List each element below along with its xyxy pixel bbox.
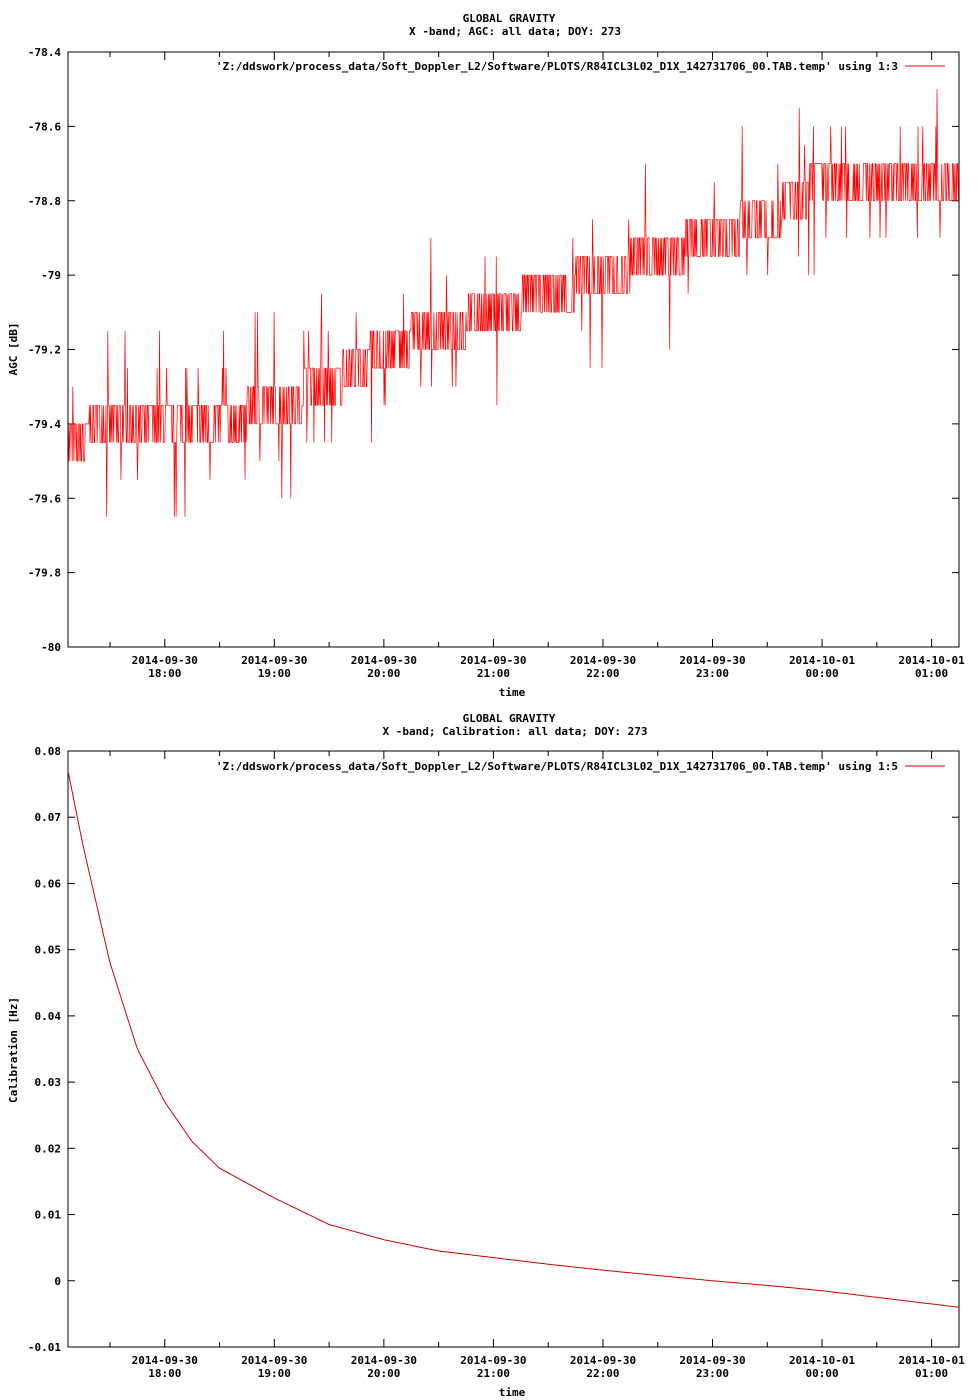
calibration-plot-frame (67, 750, 960, 1348)
calibration-x-tick-date: 2014-09-30 (351, 1354, 417, 1367)
agc-series-line (68, 89, 959, 517)
calibration-x-tick-time: 18:00 (148, 1367, 181, 1380)
calibration-chart-title: GLOBAL GRAVITY (463, 712, 556, 725)
agc-y-tick-label: -79.4 (28, 418, 61, 431)
calibration-y-tick-label: 0.07 (35, 811, 62, 824)
agc-x-axis-label: time (499, 686, 526, 699)
calibration-x-tick-time: 21:00 (477, 1367, 510, 1380)
agc-legend-label: 'Z:/ddswork/process_data/Soft_Doppler_L2… (216, 60, 898, 73)
agc-x-tick-date: 2014-10-01 (898, 654, 965, 667)
calibration-x-tick-date: 2014-09-30 (241, 1354, 307, 1367)
agc-panel: GLOBAL GRAVITY X -band; AGC: all data; D… (7, 12, 965, 699)
calibration-y-tick-label: 0.08 (35, 745, 62, 758)
calibration-x-tick-date: 2014-09-30 (570, 1354, 636, 1367)
agc-x-tick-time: 19:00 (258, 667, 291, 680)
agc-x-tick-date: 2014-09-30 (460, 654, 526, 667)
calibration-chart-subtitle: X -band; Calibration: all data; DOY: 273 (383, 725, 648, 738)
calibration-series-line (67, 770, 960, 1308)
agc-x-tick-date: 2014-10-01 (789, 654, 856, 667)
agc-y-tick-label: -79 (41, 269, 61, 282)
calibration-x-tick-date: 2014-10-01 (789, 1354, 856, 1367)
calibration-y-tick-label: 0.03 (35, 1076, 62, 1089)
calibration-x-tick-date: 2014-10-01 (898, 1354, 965, 1367)
agc-x-tick-date: 2014-09-30 (351, 654, 417, 667)
agc-x-tick-time: 00:00 (806, 667, 839, 680)
calibration-y-tick-label: 0.04 (35, 1010, 62, 1023)
calibration-y-tick-label: 0.02 (35, 1142, 62, 1155)
calibration-x-tick-time: 20:00 (367, 1367, 400, 1380)
agc-x-tick-date: 2014-09-30 (132, 654, 198, 667)
agc-y-tick-label: -79.2 (28, 344, 61, 357)
calibration-panel: GLOBAL GRAVITY X -band; Calibration: all… (7, 712, 965, 1399)
calibration-y-tick-label: 0.01 (35, 1209, 62, 1222)
agc-y-tick-label: -78.4 (28, 46, 61, 59)
agc-x-tick-time: 01:00 (915, 667, 948, 680)
calibration-x-tick-date: 2014-09-30 (132, 1354, 198, 1367)
calibration-y-tick-label: 0.06 (35, 877, 62, 890)
calibration-y-axis-label: Calibration [Hz] (7, 997, 20, 1103)
agc-chart-subtitle: X -band; AGC: all data; DOY: 273 (409, 25, 621, 38)
agc-x-tick-time: 22:00 (586, 667, 619, 680)
agc-y-tick-label: -79.8 (28, 567, 61, 580)
calibration-x-tick-time: 23:00 (696, 1367, 729, 1380)
calibration-x-tick-time: 00:00 (806, 1367, 839, 1380)
calibration-y-tick-label: 0 (54, 1275, 61, 1288)
calibration-legend-label: 'Z:/ddswork/process_data/Soft_Doppler_L2… (216, 760, 898, 773)
agc-plot-frame (67, 51, 960, 648)
agc-x-tick-time: 20:00 (367, 667, 400, 680)
agc-y-tick-label: -80 (41, 641, 61, 654)
agc-x-tick-date: 2014-09-30 (679, 654, 745, 667)
agc-x-tick-time: 21:00 (477, 667, 510, 680)
calibration-x-axis-label: time (499, 1386, 526, 1399)
agc-x-tick-date: 2014-09-30 (570, 654, 636, 667)
agc-y-tick-label: -78.6 (28, 120, 61, 133)
agc-y-tick-label: -79.6 (28, 492, 61, 505)
calibration-x-tick-date: 2014-09-30 (460, 1354, 526, 1367)
calibration-x-tick-date: 2014-09-30 (679, 1354, 745, 1367)
agc-x-tick-date: 2014-09-30 (241, 654, 307, 667)
agc-chart-title: GLOBAL GRAVITY (463, 12, 556, 25)
agc-x-tick-time: 23:00 (696, 667, 729, 680)
calibration-y-tick-label: -0.01 (28, 1341, 61, 1354)
calibration-x-tick-time: 01:00 (915, 1367, 948, 1380)
calibration-x-tick-time: 22:00 (586, 1367, 619, 1380)
agc-y-tick-label: -78.8 (28, 195, 61, 208)
calibration-x-tick-time: 19:00 (258, 1367, 291, 1380)
calibration-y-tick-label: 0.05 (35, 944, 62, 957)
agc-y-axis-label: AGC [dB] (7, 323, 20, 376)
agc-x-tick-time: 18:00 (148, 667, 181, 680)
